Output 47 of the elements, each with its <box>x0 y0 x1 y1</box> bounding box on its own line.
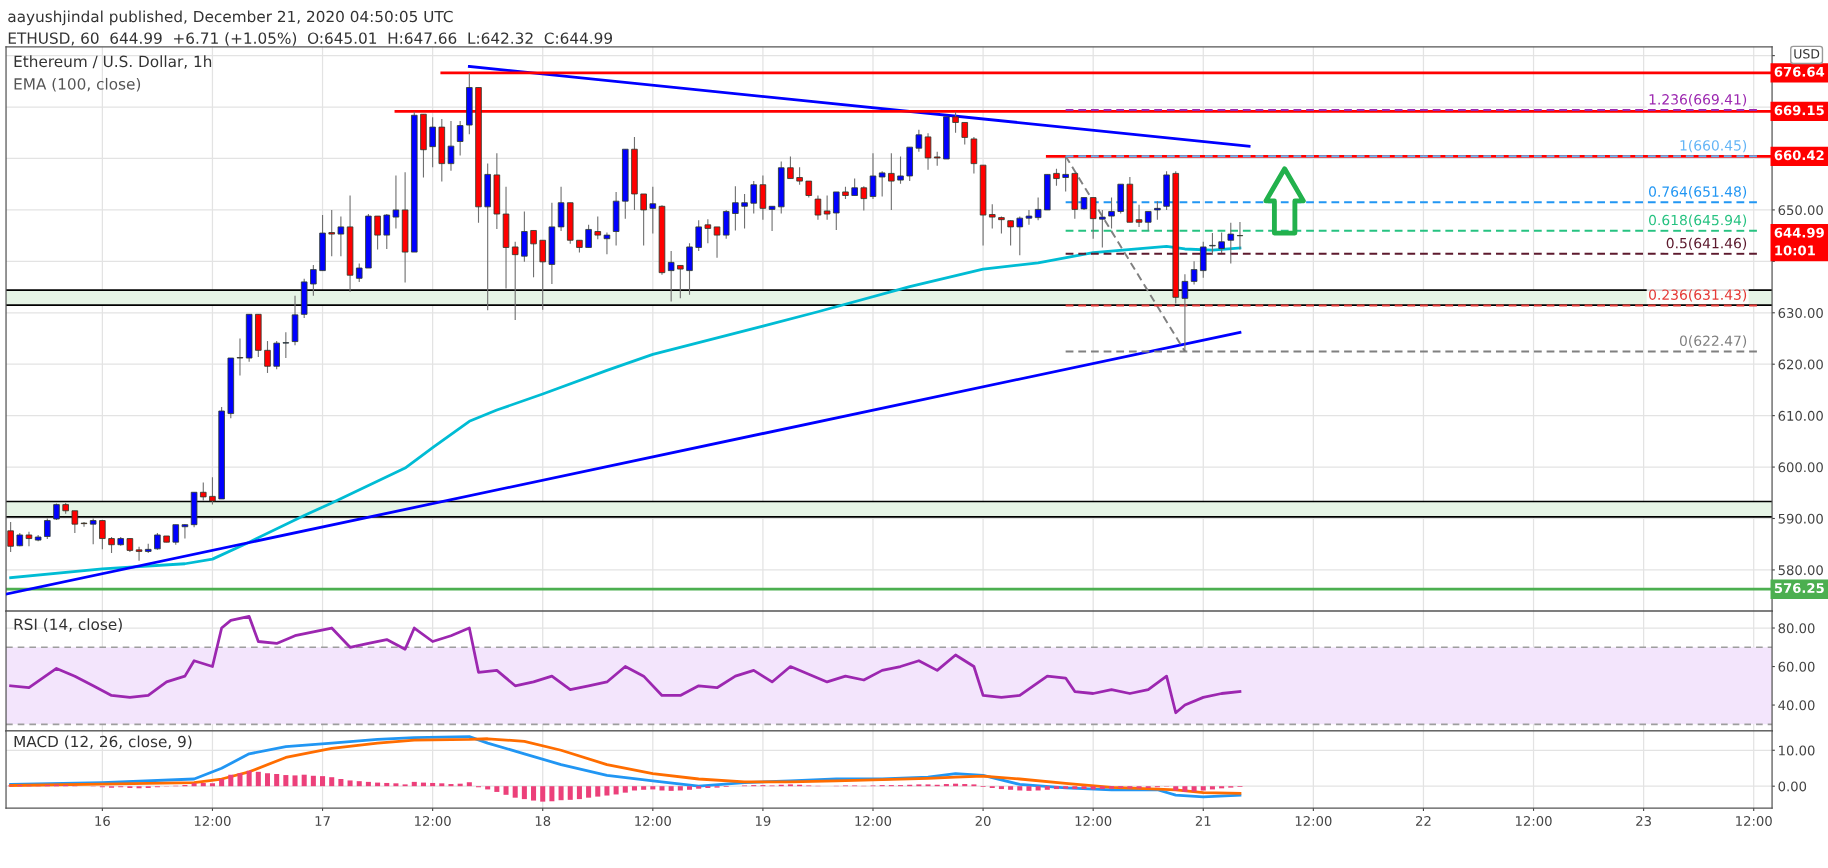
x-tick-label: 23 <box>1636 815 1651 826</box>
text: ETHUSD, 60 644.99 +6.71 (+1.05%) O:645.01 H:647.66 L:642.32 C:644.99 <box>8 32 613 46</box>
series-label: 0(622.47) <box>1679 335 1747 348</box>
text: 644.99 10:01 <box>1774 227 1824 256</box>
series-label: 0.5(641.46) <box>1666 237 1747 250</box>
ref-line-label: 576.25 <box>1774 583 1824 594</box>
y-tick-label: 620.00 <box>1778 359 1823 370</box>
chart-title: RSI (14, close) <box>14 618 122 632</box>
y-tick-label: 630.00 <box>1778 307 1823 318</box>
x-tick-label: 12:00 <box>635 815 671 826</box>
y-tick-label: 600.00 <box>1778 462 1823 473</box>
x-tick-label: 21 <box>1195 815 1211 826</box>
chart-title: Ethereum / U.S. Dollar, 1h <box>14 55 212 69</box>
x-tick-label: 17 <box>315 816 330 826</box>
x-tick-label: 18 <box>535 815 551 826</box>
text: USD <box>1794 49 1820 59</box>
x-tick-label: 12:00 <box>1736 815 1772 826</box>
x-tick-label: 12:00 <box>1295 815 1332 826</box>
series-label: 676.64 <box>1774 66 1825 77</box>
x-tick-label: 12:00 <box>194 815 231 826</box>
series-label: 0.236(631.43) <box>1649 289 1747 302</box>
y-tick-label: 80.00 <box>1778 623 1815 634</box>
series-label: 669.15 <box>1774 105 1824 116</box>
y-tick-label: 590.00 <box>1778 513 1823 524</box>
y-tick-label: 610.00 <box>1778 410 1823 421</box>
series-label: 1.236(669.41) <box>1649 93 1747 107</box>
y-tick-label: 580.00 <box>1778 565 1823 576</box>
text: aayushjindal published, December 21, 2020 04:50:05 UTC <box>8 10 453 26</box>
x-tick-label: 19 <box>755 815 771 826</box>
series-label: 0.764(651.48) <box>1649 186 1747 199</box>
x-tick-label: 12:00 <box>415 815 451 826</box>
series-label: 660.42 <box>1774 150 1824 161</box>
x-tick-label: 16 <box>95 815 110 826</box>
series-label: 0.618(645.94) <box>1649 214 1747 227</box>
y-tick-label: 650.00 <box>1778 205 1823 216</box>
x-tick-label: 12:00 <box>1515 815 1552 826</box>
y-tick-label: 0.00 <box>1778 781 1807 792</box>
y-tick-label: 60.00 <box>1778 661 1815 672</box>
series-label: 1(660.45) <box>1680 139 1747 153</box>
y-tick-label: 10.00 <box>1779 745 1815 756</box>
y-tick-label: 40.00 <box>1778 700 1815 711</box>
chart-title: MACD (12, 26, close, 9) <box>14 735 192 750</box>
x-tick-label: 20 <box>975 815 991 826</box>
x-tick-label: 12:00 <box>1075 815 1112 826</box>
x-tick-label: 22 <box>1416 815 1431 826</box>
x-tick-label: 12:00 <box>855 815 892 826</box>
annotation: EMA (100, close) <box>14 77 141 92</box>
